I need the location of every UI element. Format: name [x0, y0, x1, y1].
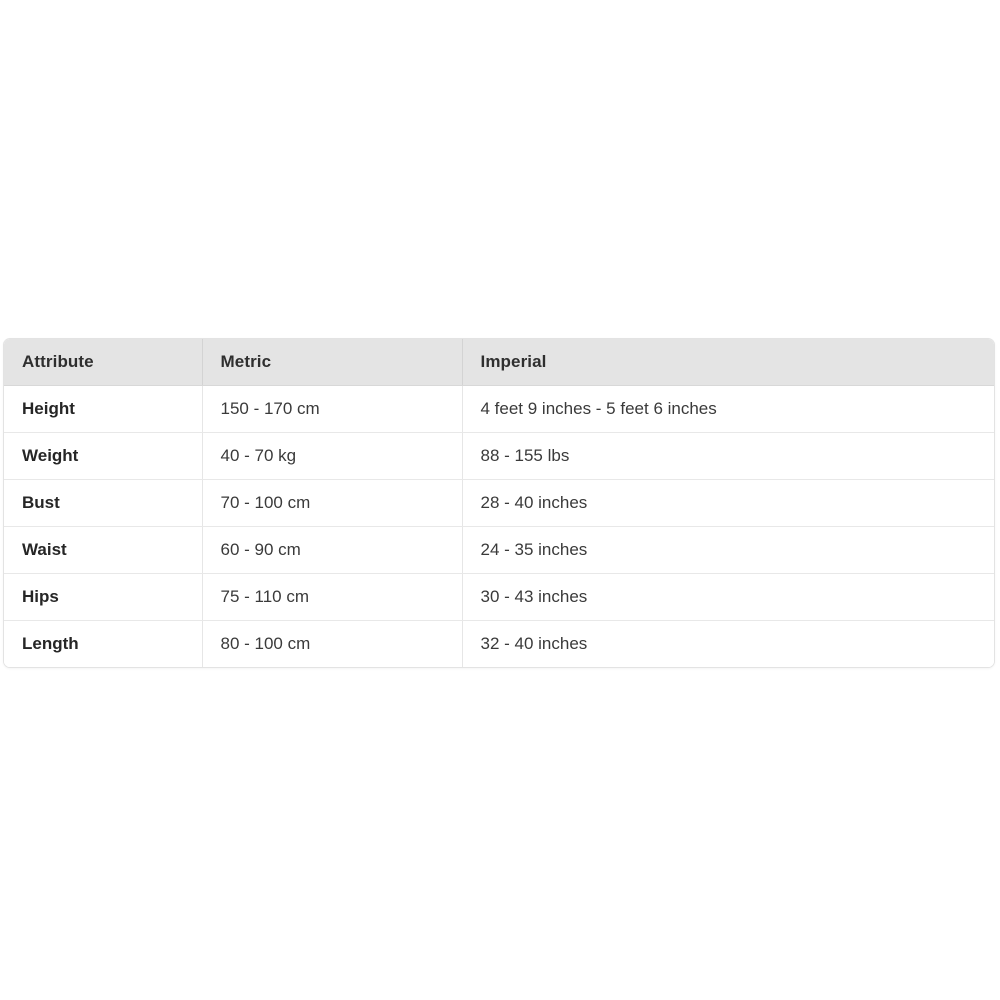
table-header-row: Attribute Metric Imperial — [4, 339, 994, 386]
cell-metric: 70 - 100 cm — [202, 479, 463, 527]
table-row: Weight 40 - 70 kg 88 - 155 lbs — [4, 432, 994, 480]
cell-attribute: Waist — [4, 526, 203, 574]
table-header: Attribute Metric Imperial — [4, 339, 994, 386]
column-header-imperial: Imperial — [462, 339, 994, 386]
cell-metric: 60 - 90 cm — [202, 526, 463, 574]
size-measurement-table: Attribute Metric Imperial Height 150 - 1… — [4, 339, 994, 667]
cell-imperial: 4 feet 9 inches - 5 feet 6 inches — [462, 385, 994, 433]
cell-attribute: Bust — [4, 479, 203, 527]
cell-imperial: 30 - 43 inches — [462, 573, 994, 621]
cell-metric: 80 - 100 cm — [202, 620, 463, 667]
cell-imperial: 28 - 40 inches — [462, 479, 994, 527]
cell-imperial: 88 - 155 lbs — [462, 432, 994, 480]
cell-attribute: Weight — [4, 432, 203, 480]
cell-imperial: 24 - 35 inches — [462, 526, 994, 574]
column-header-attribute: Attribute — [4, 339, 203, 386]
table-row: Hips 75 - 110 cm 30 - 43 inches — [4, 573, 994, 621]
table-row: Bust 70 - 100 cm 28 - 40 inches — [4, 479, 994, 527]
cell-metric: 150 - 170 cm — [202, 385, 463, 433]
table-body: Height 150 - 170 cm 4 feet 9 inches - 5 … — [4, 385, 994, 667]
size-measurement-table-container: Attribute Metric Imperial Height 150 - 1… — [3, 338, 995, 668]
table-row: Height 150 - 170 cm 4 feet 9 inches - 5 … — [4, 385, 994, 433]
cell-attribute: Height — [4, 385, 203, 433]
cell-metric: 40 - 70 kg — [202, 432, 463, 480]
table-row: Length 80 - 100 cm 32 - 40 inches — [4, 620, 994, 667]
table-row: Waist 60 - 90 cm 24 - 35 inches — [4, 526, 994, 574]
cell-metric: 75 - 110 cm — [202, 573, 463, 621]
column-header-metric: Metric — [202, 339, 463, 386]
cell-attribute: Length — [4, 620, 203, 667]
cell-attribute: Hips — [4, 573, 203, 621]
cell-imperial: 32 - 40 inches — [480, 634, 588, 653]
